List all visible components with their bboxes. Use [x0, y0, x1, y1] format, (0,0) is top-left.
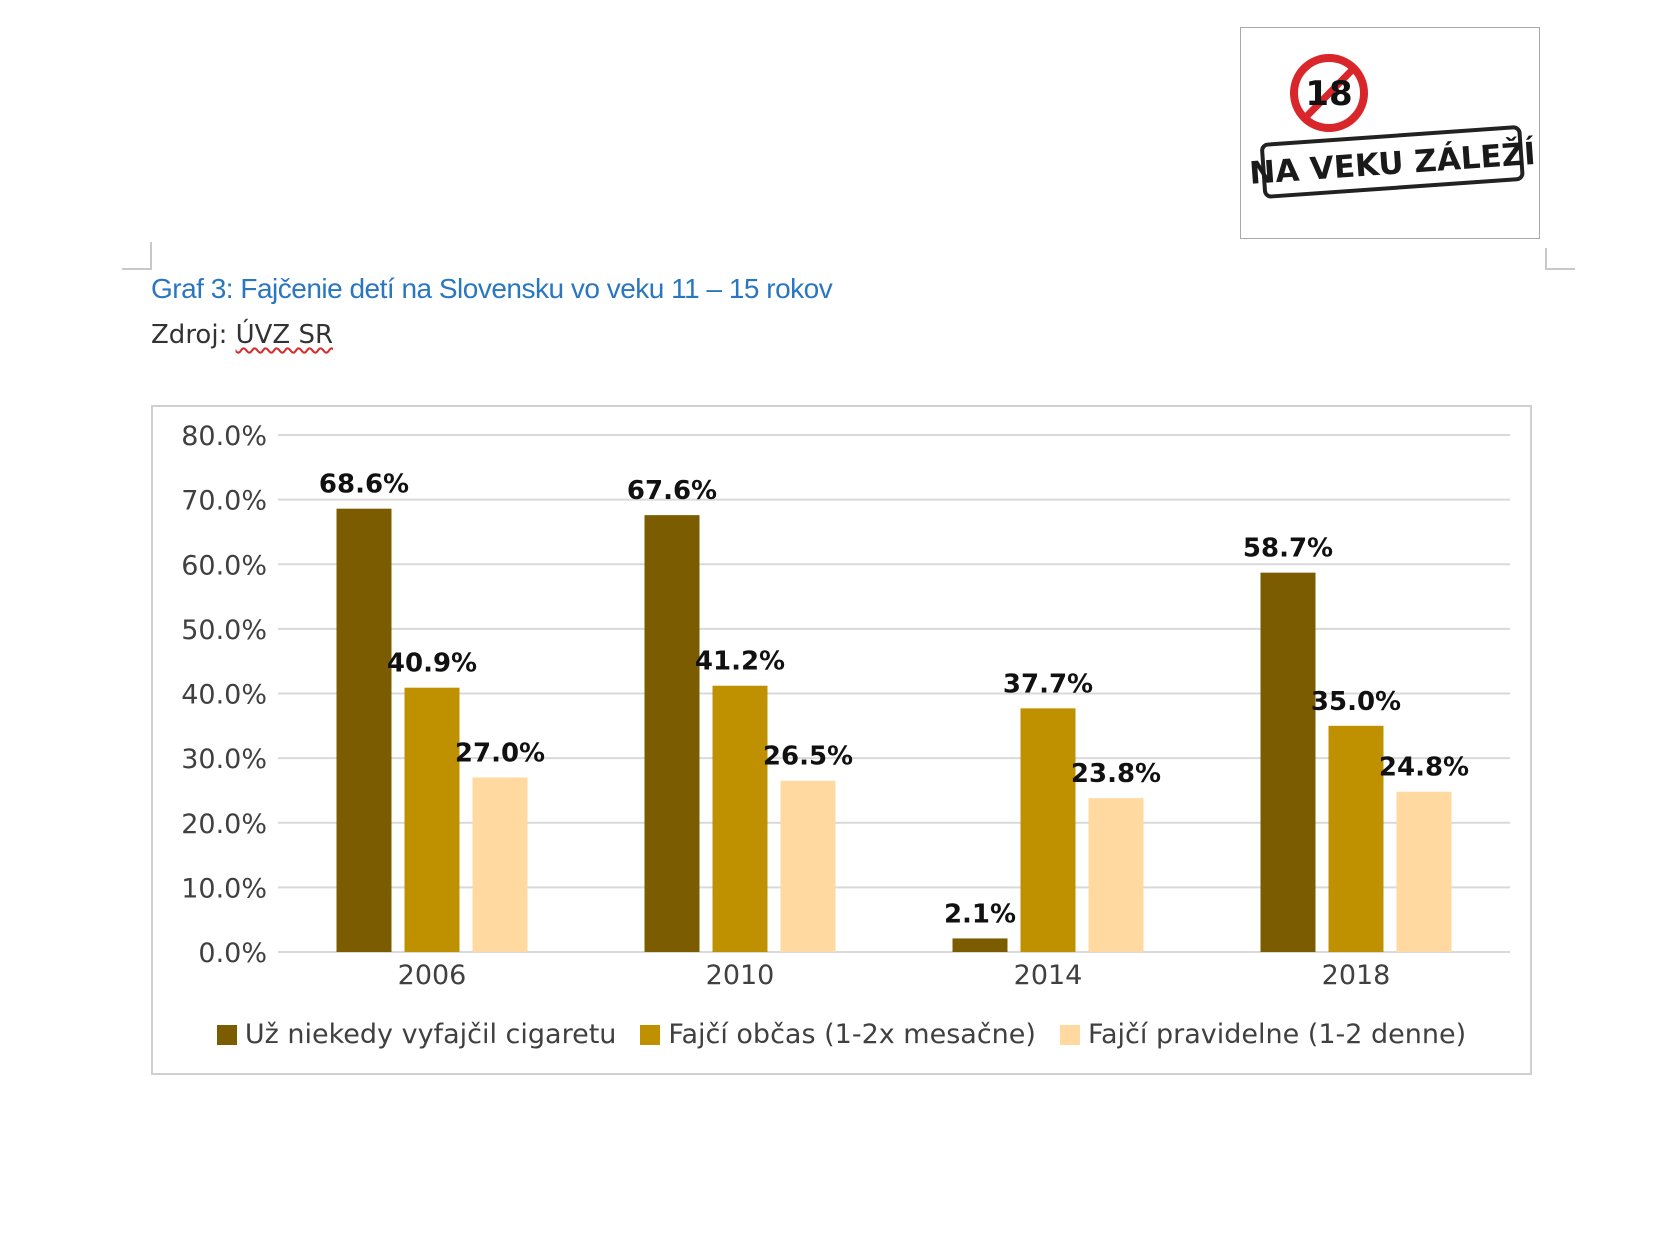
- data-label: 40.9%: [387, 649, 477, 679]
- x-category-label: 2018: [1322, 960, 1391, 991]
- legend-item-series-3: Fajčí pravidelne (1-2 denne): [1059, 1019, 1467, 1050]
- y-tick-label: 80.0%: [181, 421, 267, 452]
- y-tick-label: 60.0%: [181, 550, 267, 581]
- legend-label-series-1: Už niekedy vyfajčil cigaretu: [244, 1019, 617, 1050]
- logo-number: 18: [1305, 74, 1352, 114]
- y-tick-label: 40.0%: [181, 680, 267, 711]
- legend-swatch-series-1: [216, 1024, 237, 1045]
- data-label: 41.2%: [695, 647, 785, 677]
- bar-series-3-2018: [1396, 791, 1452, 952]
- bar-series-1-2014: [952, 938, 1008, 952]
- data-label: 37.7%: [1003, 669, 1093, 699]
- source-label: Zdroj:: [151, 320, 228, 350]
- y-tick-label: 0.0%: [198, 938, 267, 969]
- bar-series-2-2006: [404, 687, 460, 952]
- data-label: 27.0%: [455, 739, 545, 769]
- bars: [336, 508, 1452, 952]
- data-label: 68.6%: [319, 470, 409, 500]
- data-labels: 68.6% 40.9% 27.0% 67.6% 41.2% 26.5% 2.1% 37.7% 2…: [319, 470, 1469, 930]
- legend-item-series-1: Už niekedy vyfajčil cigaretu: [216, 1019, 617, 1050]
- data-label: 58.7%: [1243, 534, 1333, 564]
- bar-series-3-2014: [1088, 798, 1144, 952]
- data-label: 67.6%: [627, 476, 717, 506]
- data-label: 26.5%: [763, 742, 853, 772]
- legend-label-series-2: Fajčí občas (1-2x mesačne): [668, 1019, 1036, 1050]
- bar-series-1-2006: [336, 508, 392, 952]
- campaign-logo: 18 NA VEKU ZÁLEŽÍ: [1240, 27, 1540, 239]
- source-value: ÚVZ SR: [235, 320, 334, 350]
- bar-series-2-2010: [712, 685, 768, 952]
- chart-caption-title: Graf 3: Fajčenie detí na Slovensku vo ve…: [151, 273, 833, 304]
- x-axis-categories: 2006 2010 2014 2018: [398, 960, 1391, 991]
- data-label: 24.8%: [1379, 753, 1469, 783]
- y-tick-label: 50.0%: [181, 615, 267, 646]
- y-axis-ticks: 0.0% 10.0% 20.0% 30.0% 40.0% 50.0% 60.0% 70.0% 8…: [181, 421, 267, 969]
- page-corner-mark-left: [122, 242, 152, 270]
- bar-series-2-2014: [1020, 708, 1076, 952]
- legend-label-series-3: Fajčí pravidelne (1-2 denne): [1087, 1019, 1467, 1050]
- x-category-label: 2006: [398, 960, 467, 991]
- bar-series-1-2010: [644, 515, 700, 952]
- x-category-label: 2010: [706, 960, 775, 991]
- data-label: 23.8%: [1071, 759, 1161, 789]
- legend-swatch-series-2: [640, 1024, 661, 1045]
- chart-source: Zdroj: ÚVZ SR: [151, 320, 333, 350]
- bar-series-1-2018: [1260, 572, 1316, 952]
- page-corner-mark-right: [1545, 248, 1575, 270]
- y-tick-label: 20.0%: [181, 809, 267, 840]
- data-label: 35.0%: [1311, 687, 1401, 717]
- y-tick-label: 70.0%: [181, 486, 267, 517]
- legend-item-series-2: Fajčí občas (1-2x mesačne): [640, 1019, 1036, 1050]
- bar-series-2-2018: [1328, 725, 1384, 952]
- chart-legend: Už niekedy vyfajčil cigaretu Fajčí občas…: [153, 1019, 1530, 1050]
- no-smoking-18-icon: 18 NA VEKU ZÁLEŽÍ: [1248, 54, 1537, 199]
- bar-series-3-2010: [780, 780, 836, 952]
- y-tick-label: 30.0%: [181, 744, 267, 775]
- x-category-label: 2014: [1014, 960, 1083, 991]
- data-label: 2.1%: [944, 899, 1016, 929]
- bar-series-3-2006: [472, 777, 528, 952]
- legend-swatch-series-3: [1059, 1024, 1080, 1045]
- chart-plot-area: 0.0% 10.0% 20.0% 30.0% 40.0% 50.0% 60.0% 70.0% 8…: [181, 421, 1510, 991]
- bar-chart: 0.0% 10.0% 20.0% 30.0% 40.0% 50.0% 60.0% 70.0% 8…: [151, 405, 1532, 1075]
- y-tick-label: 10.0%: [181, 873, 267, 904]
